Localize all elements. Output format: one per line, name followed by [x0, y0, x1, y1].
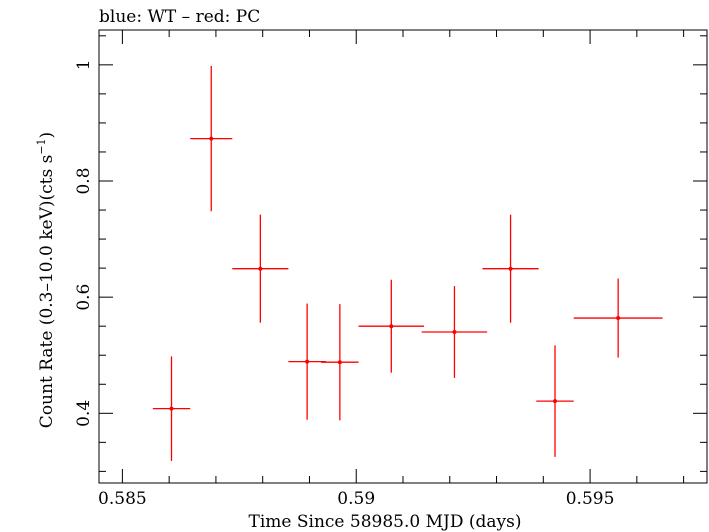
y-tick-label: 1	[74, 59, 94, 70]
x-tick-label: 0.585	[98, 489, 147, 509]
data-series-pc	[152, 66, 663, 461]
data-point	[288, 303, 326, 420]
chart-title: blue: WT – red: PC	[99, 7, 260, 27]
point-marker	[452, 330, 457, 334]
y-tick-label: 0.4	[74, 400, 94, 427]
data-point	[190, 66, 233, 212]
point-marker	[305, 359, 310, 364]
y-axis-label-sup: −1	[35, 138, 48, 154]
data-point	[421, 286, 488, 378]
data-point	[232, 214, 289, 323]
y-axis-label-close: )	[37, 132, 57, 139]
point-marker	[508, 266, 513, 271]
point-marker	[258, 266, 263, 271]
y-axis-label: Count Rate (0.3–10.0 keV)(cts s−1)	[35, 132, 57, 428]
y-tick-label: 0.6	[74, 284, 94, 311]
point-marker	[337, 360, 342, 365]
y-axis-label-main: Count Rate (0.3–10.0 keV)(cts s	[37, 155, 57, 429]
x-axis-label: Time Since 58985.0 MJD (days)	[249, 512, 522, 532]
data-point	[482, 214, 539, 323]
data-point	[321, 304, 359, 421]
point-marker	[209, 136, 214, 141]
axis-tick-labels: 0.585 0.59 0.595 0.4 0.6 0.8 1	[74, 59, 614, 509]
data-point	[358, 279, 425, 373]
data-point	[536, 345, 574, 457]
point-marker	[616, 316, 621, 321]
x-tick-label: 0.595	[566, 489, 615, 509]
data-point	[152, 356, 191, 461]
point-marker	[553, 399, 557, 404]
y-tick-label: 0.8	[74, 167, 94, 194]
data-point	[573, 278, 663, 358]
point-marker	[169, 406, 174, 411]
point-marker	[389, 324, 394, 329]
plot-frame	[98, 29, 708, 484]
x-tick-label: 0.59	[337, 489, 375, 509]
axis-ticks	[99, 30, 707, 483]
